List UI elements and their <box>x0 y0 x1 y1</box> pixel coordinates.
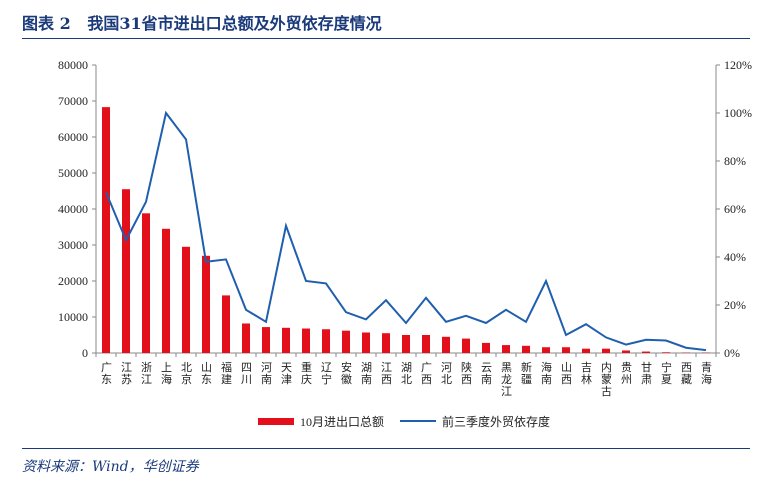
bar <box>182 246 190 353</box>
bar <box>522 345 530 353</box>
x-tick-label: 山西 <box>561 361 572 386</box>
right-tick-label: 120% <box>724 58 752 72</box>
left-tick-label: 30000 <box>58 238 88 252</box>
bar <box>102 107 110 354</box>
left-tick-label: 0 <box>82 346 88 360</box>
bar <box>542 347 550 353</box>
x-tick-label: 湖南 <box>361 361 372 386</box>
left-tick-label: 40000 <box>58 202 88 216</box>
x-tick-label: 湖北 <box>401 361 412 386</box>
x-tick-label: 山东 <box>201 361 212 386</box>
bar <box>602 348 610 353</box>
x-tick-label: 浙江 <box>141 361 152 386</box>
bar <box>502 345 510 353</box>
left-tick-label: 70000 <box>58 94 88 108</box>
bar <box>222 295 230 353</box>
right-tick-label: 40% <box>724 250 746 264</box>
x-tick-label: 宁夏 <box>661 360 672 386</box>
bar <box>322 329 330 353</box>
bar <box>582 348 590 353</box>
chart-title: 图表 2 我国31省市进出口总额及外贸依存度情况 <box>22 14 382 33</box>
bar <box>662 352 670 353</box>
right-tick-label: 60% <box>724 202 746 216</box>
x-tick-label: 江西 <box>381 361 392 386</box>
x-tick-label: 上海 <box>161 361 172 386</box>
left-tick-label: 80000 <box>58 58 88 72</box>
bar <box>122 189 130 353</box>
x-tick-label: 四川 <box>241 361 252 386</box>
x-tick-label: 青海 <box>701 361 712 386</box>
x-tick-label: 河北 <box>441 361 452 386</box>
bar <box>142 213 150 353</box>
bar <box>362 332 370 353</box>
x-tick-label: 甘肃 <box>641 361 652 386</box>
series-line <box>105 110 707 352</box>
bar <box>622 350 630 353</box>
x-tick-label: 吉林 <box>581 361 592 386</box>
x-tick-label: 江苏 <box>121 361 132 386</box>
bar <box>242 323 250 353</box>
bar <box>422 335 430 353</box>
x-tick-label: 内蒙古 <box>601 360 612 398</box>
x-tick-label: 福建 <box>221 360 232 386</box>
right-tick-label: 0% <box>724 346 740 360</box>
right-tick-label: 80% <box>724 154 746 168</box>
x-tick-label: 河南 <box>261 361 272 386</box>
bar <box>442 336 450 353</box>
bar <box>562 347 570 353</box>
x-tick-label: 安徽 <box>341 360 352 386</box>
bar <box>282 327 290 353</box>
x-tick-label: 云南 <box>481 361 492 386</box>
bar <box>162 228 170 353</box>
bar <box>482 342 490 353</box>
bar <box>262 327 270 353</box>
x-tick-label: 北京 <box>181 361 192 386</box>
left-tick-label: 50000 <box>58 166 88 180</box>
x-tick-label: 天津 <box>281 361 292 386</box>
source-divider <box>22 448 750 449</box>
bar <box>302 328 310 353</box>
left-tick-label: 10000 <box>58 310 88 324</box>
bar <box>462 338 470 353</box>
bar <box>202 255 210 353</box>
left-tick-label: 60000 <box>58 130 88 144</box>
x-tick-label: 贵州 <box>621 361 632 386</box>
x-tick-label: 新疆 <box>521 360 532 386</box>
right-tick-label: 100% <box>724 106 752 120</box>
x-tick-label: 广西 <box>421 361 432 386</box>
x-tick-label: 辽宁 <box>321 361 332 386</box>
source-note: 资料来源：Wind，华创证券 <box>22 459 199 475</box>
legend-bar-swatch <box>258 418 294 425</box>
right-tick-label: 20% <box>724 298 746 312</box>
x-tick-label: 海南 <box>541 360 552 386</box>
bar <box>642 351 650 353</box>
x-tick-label: 黑龙江 <box>501 361 512 398</box>
left-tick-label: 20000 <box>58 274 88 288</box>
legend-line-label: 前三季度外贸依存度 <box>442 414 550 429</box>
x-tick-label: 西藏 <box>681 361 692 386</box>
x-tick-label: 广东 <box>101 361 112 386</box>
title-divider <box>22 38 750 39</box>
x-tick-label: 陕西 <box>461 360 472 386</box>
legend-bar-label: 10月进出口总额 <box>300 415 384 429</box>
bar <box>342 330 350 353</box>
bar <box>402 335 410 353</box>
bar <box>382 333 390 353</box>
x-tick-label: 重庆 <box>301 360 312 386</box>
